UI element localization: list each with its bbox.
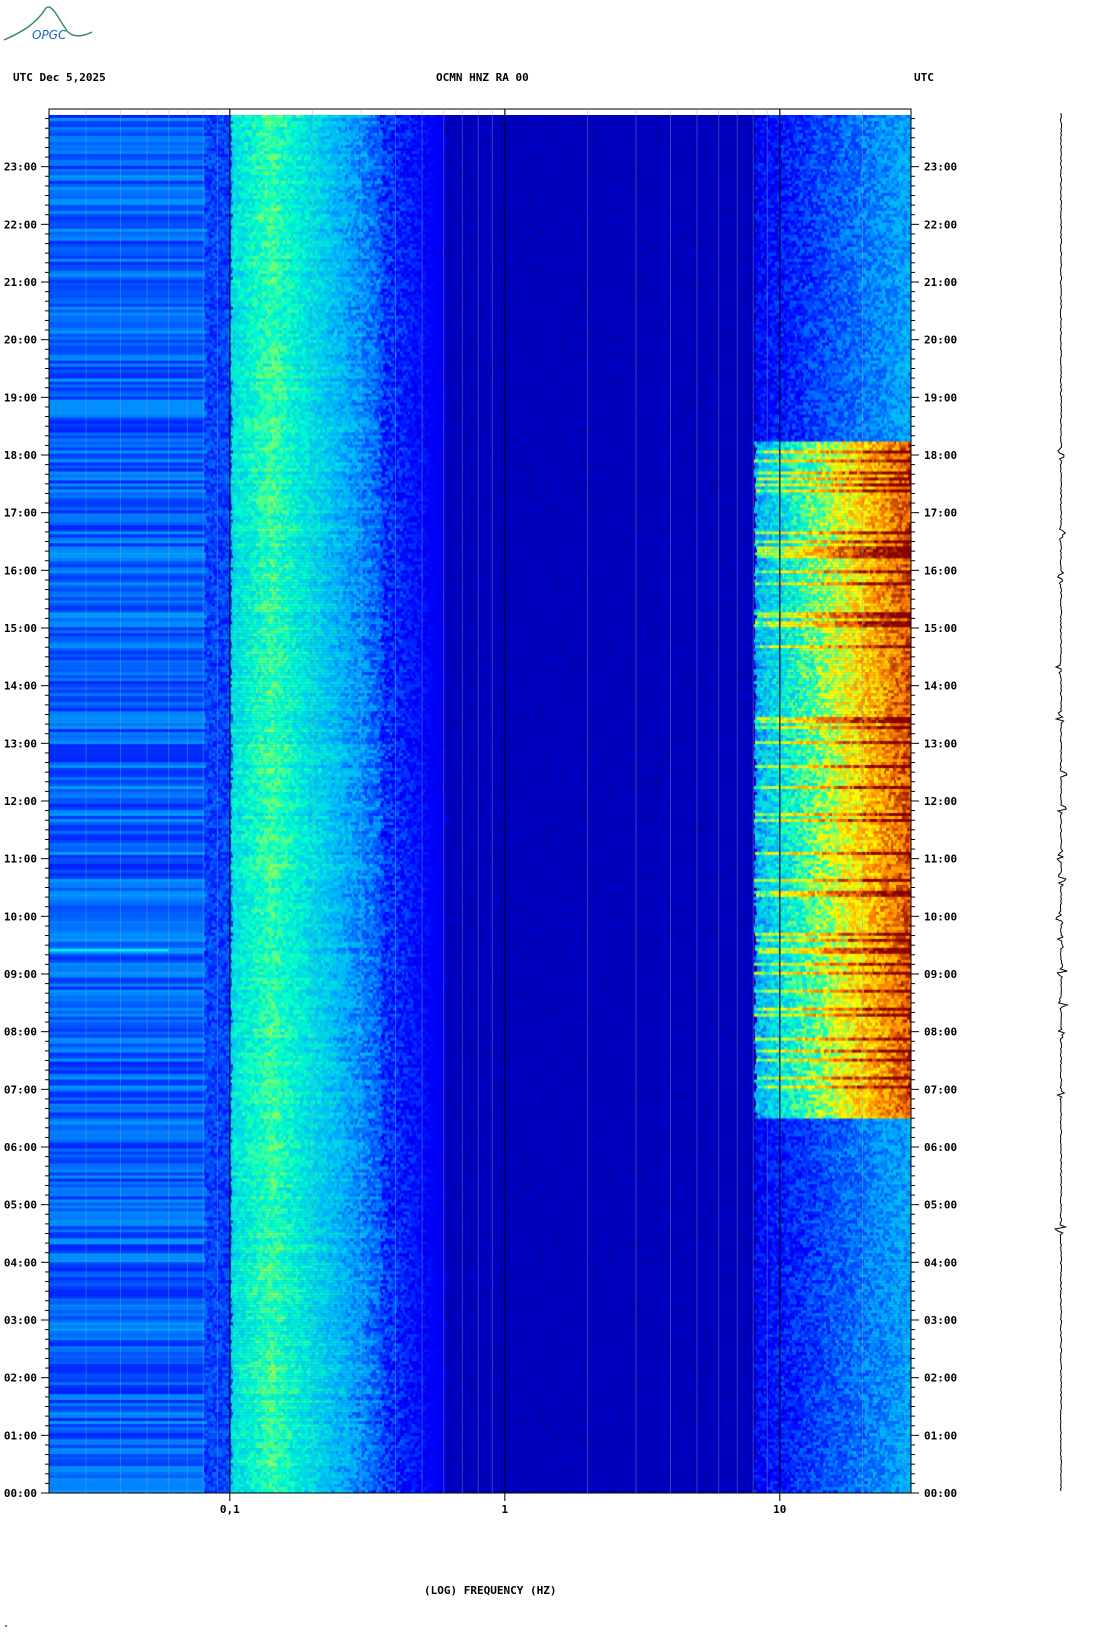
- y-tick-label-right: 03:00: [924, 1314, 957, 1327]
- y-tick-label-left: 09:00: [4, 968, 37, 981]
- y-tick-label-left: 14:00: [4, 680, 37, 693]
- y-tick-label-left: 19:00: [4, 391, 37, 404]
- y-tick-label-left: 02:00: [4, 1372, 37, 1385]
- y-tick-label-right: 05:00: [924, 1199, 957, 1212]
- y-tick-label-left: 11:00: [4, 853, 37, 866]
- y-tick-label-left: 08:00: [4, 1026, 37, 1039]
- y-tick-label-left: 01:00: [4, 1429, 37, 1442]
- frequency-ticks: 0,1 1 10: [220, 1493, 786, 1516]
- y-tick-label-right: 13:00: [924, 737, 957, 750]
- y-tick-label-right: 16:00: [924, 564, 957, 577]
- y-tick-label-left: 16:00: [4, 564, 37, 577]
- y-tick-label-left: 21:00: [4, 276, 37, 289]
- frequency-gridlines: [85, 109, 863, 1493]
- y-tick-label-right: 06:00: [924, 1141, 957, 1154]
- y-tick-label-right: 12:00: [924, 795, 957, 808]
- logo-arc: [3, 6, 93, 41]
- y-tick-label-right: 19:00: [924, 391, 957, 404]
- x-axis-label: (LOG) FREQUENCY (HZ): [424, 1584, 557, 1597]
- y-tick-label-right: 20:00: [924, 334, 957, 347]
- y-tick-label-right: 10:00: [924, 910, 957, 923]
- y-tick-label-right: 02:00: [924, 1372, 957, 1385]
- y-tick-label-right: 17:00: [924, 507, 957, 520]
- y-tick-label-left: 06:00: [4, 1141, 37, 1154]
- plot-frame: [48, 108, 912, 1494]
- y-tick-label-right: 23:00: [924, 161, 957, 174]
- trace-line: [1053, 113, 1070, 1492]
- y-tick-label-right: 07:00: [924, 1083, 957, 1096]
- logo-text: OPGC: [32, 28, 67, 42]
- header-left: UTC Dec 5,2025: [13, 71, 106, 84]
- y-tick-label-right: 09:00: [924, 968, 957, 981]
- y-tick-label-left: 03:00: [4, 1314, 37, 1327]
- opgc-logo: OPGC: [3, 6, 93, 42]
- y-tick-label-right: 04:00: [924, 1256, 957, 1269]
- y-tick-label-left: 07:00: [4, 1083, 37, 1096]
- time-ticks: 00:00 00:00 01:00 01:00 02:00 02:00 03:00 03:00…: [4, 118, 957, 1500]
- y-tick-label-left: 12:00: [4, 795, 37, 808]
- y-tick-label-right: 11:00: [924, 853, 957, 866]
- y-tick-label-right: 21:00: [924, 276, 957, 289]
- y-tick-label-left: 00:00: [4, 1487, 37, 1500]
- y-tick-label-right: 22:00: [924, 218, 957, 231]
- y-tick-label-left: 22:00: [4, 218, 37, 231]
- x-tick-label: 1: [501, 1503, 508, 1516]
- y-tick-label-right: 14:00: [924, 680, 957, 693]
- footer-mark: ": [4, 1624, 9, 1632]
- header-title: OCMN HNZ RA 00: [436, 71, 529, 84]
- y-tick-label-left: 04:00: [4, 1256, 37, 1269]
- y-tick-label-left: 05:00: [4, 1199, 37, 1212]
- y-tick-label-left: 17:00: [4, 507, 37, 520]
- x-tick-label: 10: [773, 1503, 786, 1516]
- y-tick-label-right: 08:00: [924, 1026, 957, 1039]
- y-tick-label-left: 15:00: [4, 622, 37, 635]
- x-tick-label: 0,1: [220, 1503, 240, 1516]
- y-tick-label-left: 18:00: [4, 449, 37, 462]
- header-right: UTC: [914, 71, 934, 84]
- y-tick-label-right: 18:00: [924, 449, 957, 462]
- seismogram-trace: [1053, 113, 1070, 1492]
- y-tick-label-left: 23:00: [4, 161, 37, 174]
- y-tick-label-left: 10:00: [4, 910, 37, 923]
- y-tick-label-left: 13:00: [4, 737, 37, 750]
- y-tick-label-right: 15:00: [924, 622, 957, 635]
- y-tick-label-right: 00:00: [924, 1487, 957, 1500]
- y-tick-label-left: 20:00: [4, 334, 37, 347]
- y-tick-label-right: 01:00: [924, 1429, 957, 1442]
